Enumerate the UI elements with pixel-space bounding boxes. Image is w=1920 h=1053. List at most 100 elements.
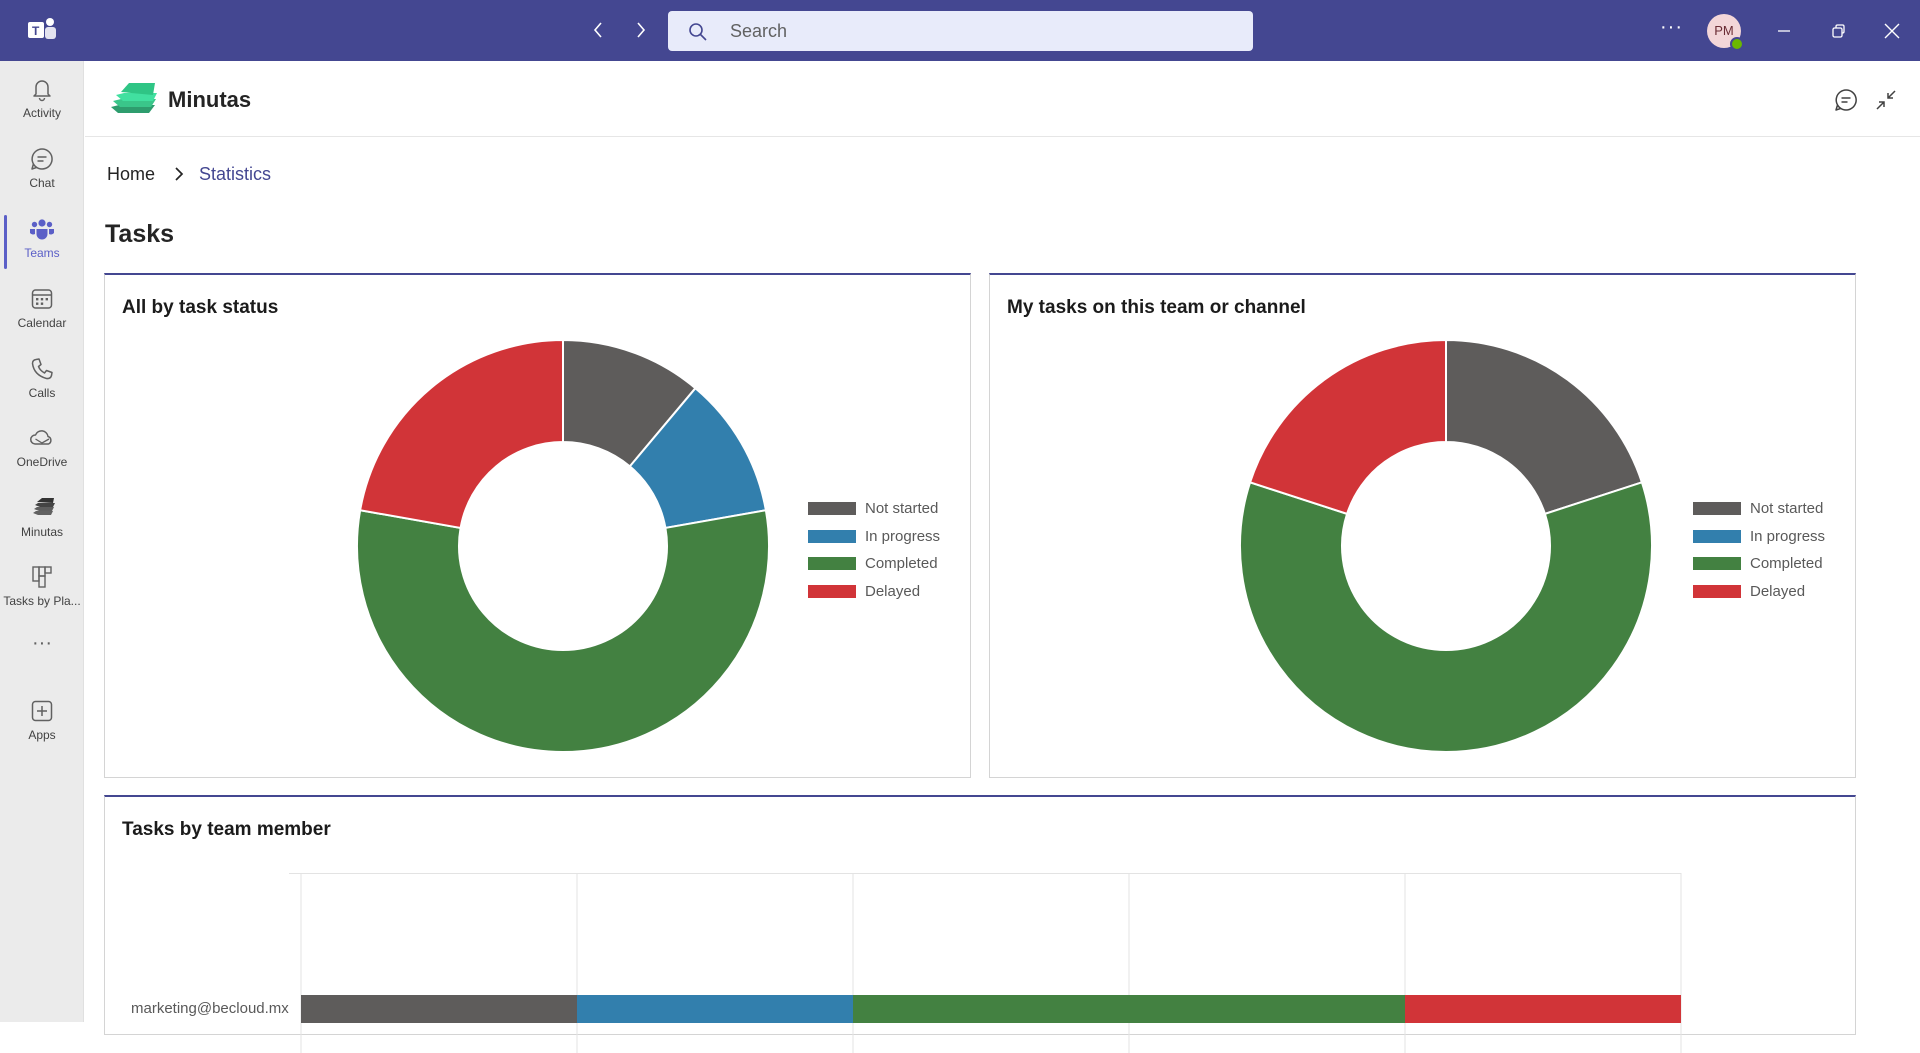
cloud-icon — [30, 430, 52, 445]
bar-segment-not-started[interactable] — [301, 995, 577, 1023]
legend-label: Delayed — [865, 582, 921, 600]
bell-icon — [33, 80, 51, 102]
avatar-initials: PM — [1714, 23, 1734, 38]
chart-card-tasks-by-member: Tasks by team member marketing@becloud.m… — [104, 795, 1856, 1053]
rail-item-label: Calendar — [17, 316, 67, 330]
bar-chart-tasks-by-member — [289, 873, 1682, 1053]
legend-label: In progress — [865, 527, 941, 545]
rail-item-chat[interactable]: Chat — [0, 137, 84, 203]
legend-label: Not started — [865, 500, 939, 518]
title-bar: T ··· PM — [0, 0, 1920, 61]
minutas-icon — [33, 498, 55, 515]
app-name: Minutas — [168, 87, 252, 112]
teams-logo-icon[interactable]: T — [28, 16, 58, 44]
chart-title: All by task status — [122, 297, 279, 318]
donut-slice-not-started[interactable] — [1445, 338, 1644, 516]
planner-icon — [32, 566, 52, 588]
rail-item-label: Calls — [28, 386, 56, 400]
calendar-icon — [31, 289, 53, 309]
donut-chart-all-by-status — [356, 338, 770, 753]
breadcrumb-current: Statistics — [199, 164, 272, 184]
bar-segment-delayed[interactable] — [1405, 995, 1681, 1023]
chart-title: Tasks by team member — [122, 819, 331, 840]
app-rail: Activity Chat Teams Calendar Calls OneDr… — [0, 61, 84, 1022]
legend-label: Completed — [1750, 555, 1823, 573]
collapse-icon[interactable] — [1873, 87, 1899, 113]
rail-item-activity[interactable]: Activity — [0, 67, 84, 133]
legend-label: Delayed — [1750, 582, 1806, 600]
legend-item: Not started — [1693, 495, 1825, 523]
add-apps-icon — [31, 700, 53, 722]
more-options-button[interactable]: ··· — [1660, 16, 1683, 38]
rail-item-calls[interactable]: Calls — [0, 347, 84, 413]
chevron-right-icon — [637, 22, 646, 38]
chart-card-all-by-status: All by task status Not started In progre… — [104, 273, 971, 778]
legend-swatch — [808, 584, 856, 598]
phone-icon — [31, 358, 53, 380]
legend-label: In progress — [1750, 527, 1826, 545]
rail-item-label: Chat — [29, 176, 55, 190]
rail-item-label: Tasks by Pla... — [3, 594, 81, 608]
rail-item-teams[interactable]: Teams — [0, 207, 84, 273]
legend-item: Delayed — [1693, 578, 1825, 606]
rail-item-minutas[interactable]: Minutas — [0, 486, 84, 552]
rail-item-label: Teams — [24, 246, 60, 260]
legend-item: In progress — [1693, 523, 1825, 551]
legend-swatch — [808, 502, 856, 516]
donut-slice-delayed[interactable] — [1248, 338, 1447, 516]
search-input[interactable] — [730, 11, 1230, 51]
rail-item-onedrive[interactable]: OneDrive — [0, 416, 84, 482]
bar-segment-completed[interactable] — [853, 995, 1405, 1023]
page-title: Tasks — [105, 220, 175, 248]
minutas-logo-icon — [111, 83, 157, 113]
presence-available-icon — [1730, 37, 1744, 51]
chart-card-my-tasks: My tasks on this team or channel Not sta… — [989, 273, 1856, 778]
legend-item: Completed — [1693, 550, 1825, 578]
legend-swatch — [808, 557, 856, 571]
donut-slice-delayed[interactable] — [358, 338, 564, 530]
donut-slice-completed[interactable] — [356, 509, 770, 753]
rail-item-label: Activity — [22, 106, 61, 120]
chart-title: My tasks on this team or channel — [1007, 297, 1306, 318]
rail-item-label: Apps — [28, 728, 56, 742]
restore-icon[interactable] — [1826, 19, 1850, 43]
teams-icon — [30, 219, 54, 240]
bar-category-label: marketing@becloud.mx — [131, 1000, 289, 1017]
legend-swatch — [1693, 557, 1741, 571]
rail-more-apps-button[interactable]: ··· — [0, 632, 84, 662]
bar-segment-in-progress[interactable] — [577, 995, 853, 1023]
donut-chart-my-tasks — [1239, 338, 1653, 753]
chart-legend: Not started In progress Completed Delaye… — [1693, 495, 1825, 605]
back-button[interactable] — [587, 18, 611, 42]
breadcrumb: Home Statistics — [107, 164, 271, 185]
app-header: Minutas — [85, 61, 1920, 137]
forward-button[interactable] — [628, 18, 652, 42]
legend-swatch — [808, 529, 856, 543]
breadcrumb-home-link[interactable]: Home — [107, 164, 156, 184]
chevron-right-icon — [175, 167, 184, 181]
rail-item-apps[interactable]: Apps — [0, 689, 84, 755]
chevron-left-icon — [593, 22, 602, 38]
legend-label: Not started — [1750, 500, 1824, 518]
close-icon[interactable] — [1880, 19, 1904, 43]
svg-text:T: T — [32, 24, 40, 38]
rail-item-label: Minutas — [20, 525, 64, 539]
search-icon — [689, 23, 707, 41]
legend-item: Delayed — [808, 578, 940, 606]
rail-item-calendar[interactable]: Calendar — [0, 277, 84, 343]
legend-swatch — [1693, 529, 1741, 543]
chart-legend: Not started In progress Completed Delaye… — [808, 495, 940, 605]
avatar[interactable]: PM — [1707, 14, 1744, 51]
search-box[interactable] — [668, 11, 1253, 51]
rail-item-label: OneDrive — [16, 455, 68, 469]
legend-swatch — [1693, 502, 1741, 516]
legend-item: In progress — [808, 523, 940, 551]
chat-icon — [31, 148, 53, 170]
more-icon: ··· — [32, 632, 52, 654]
rail-item-tasks-by-planner[interactable]: Tasks by Pla... — [0, 555, 84, 621]
legend-swatch — [1693, 584, 1741, 598]
minimize-icon[interactable] — [1772, 19, 1796, 43]
conversation-icon[interactable] — [1833, 87, 1859, 113]
donut-slice-completed[interactable] — [1239, 481, 1653, 753]
legend-item: Completed — [808, 550, 940, 578]
